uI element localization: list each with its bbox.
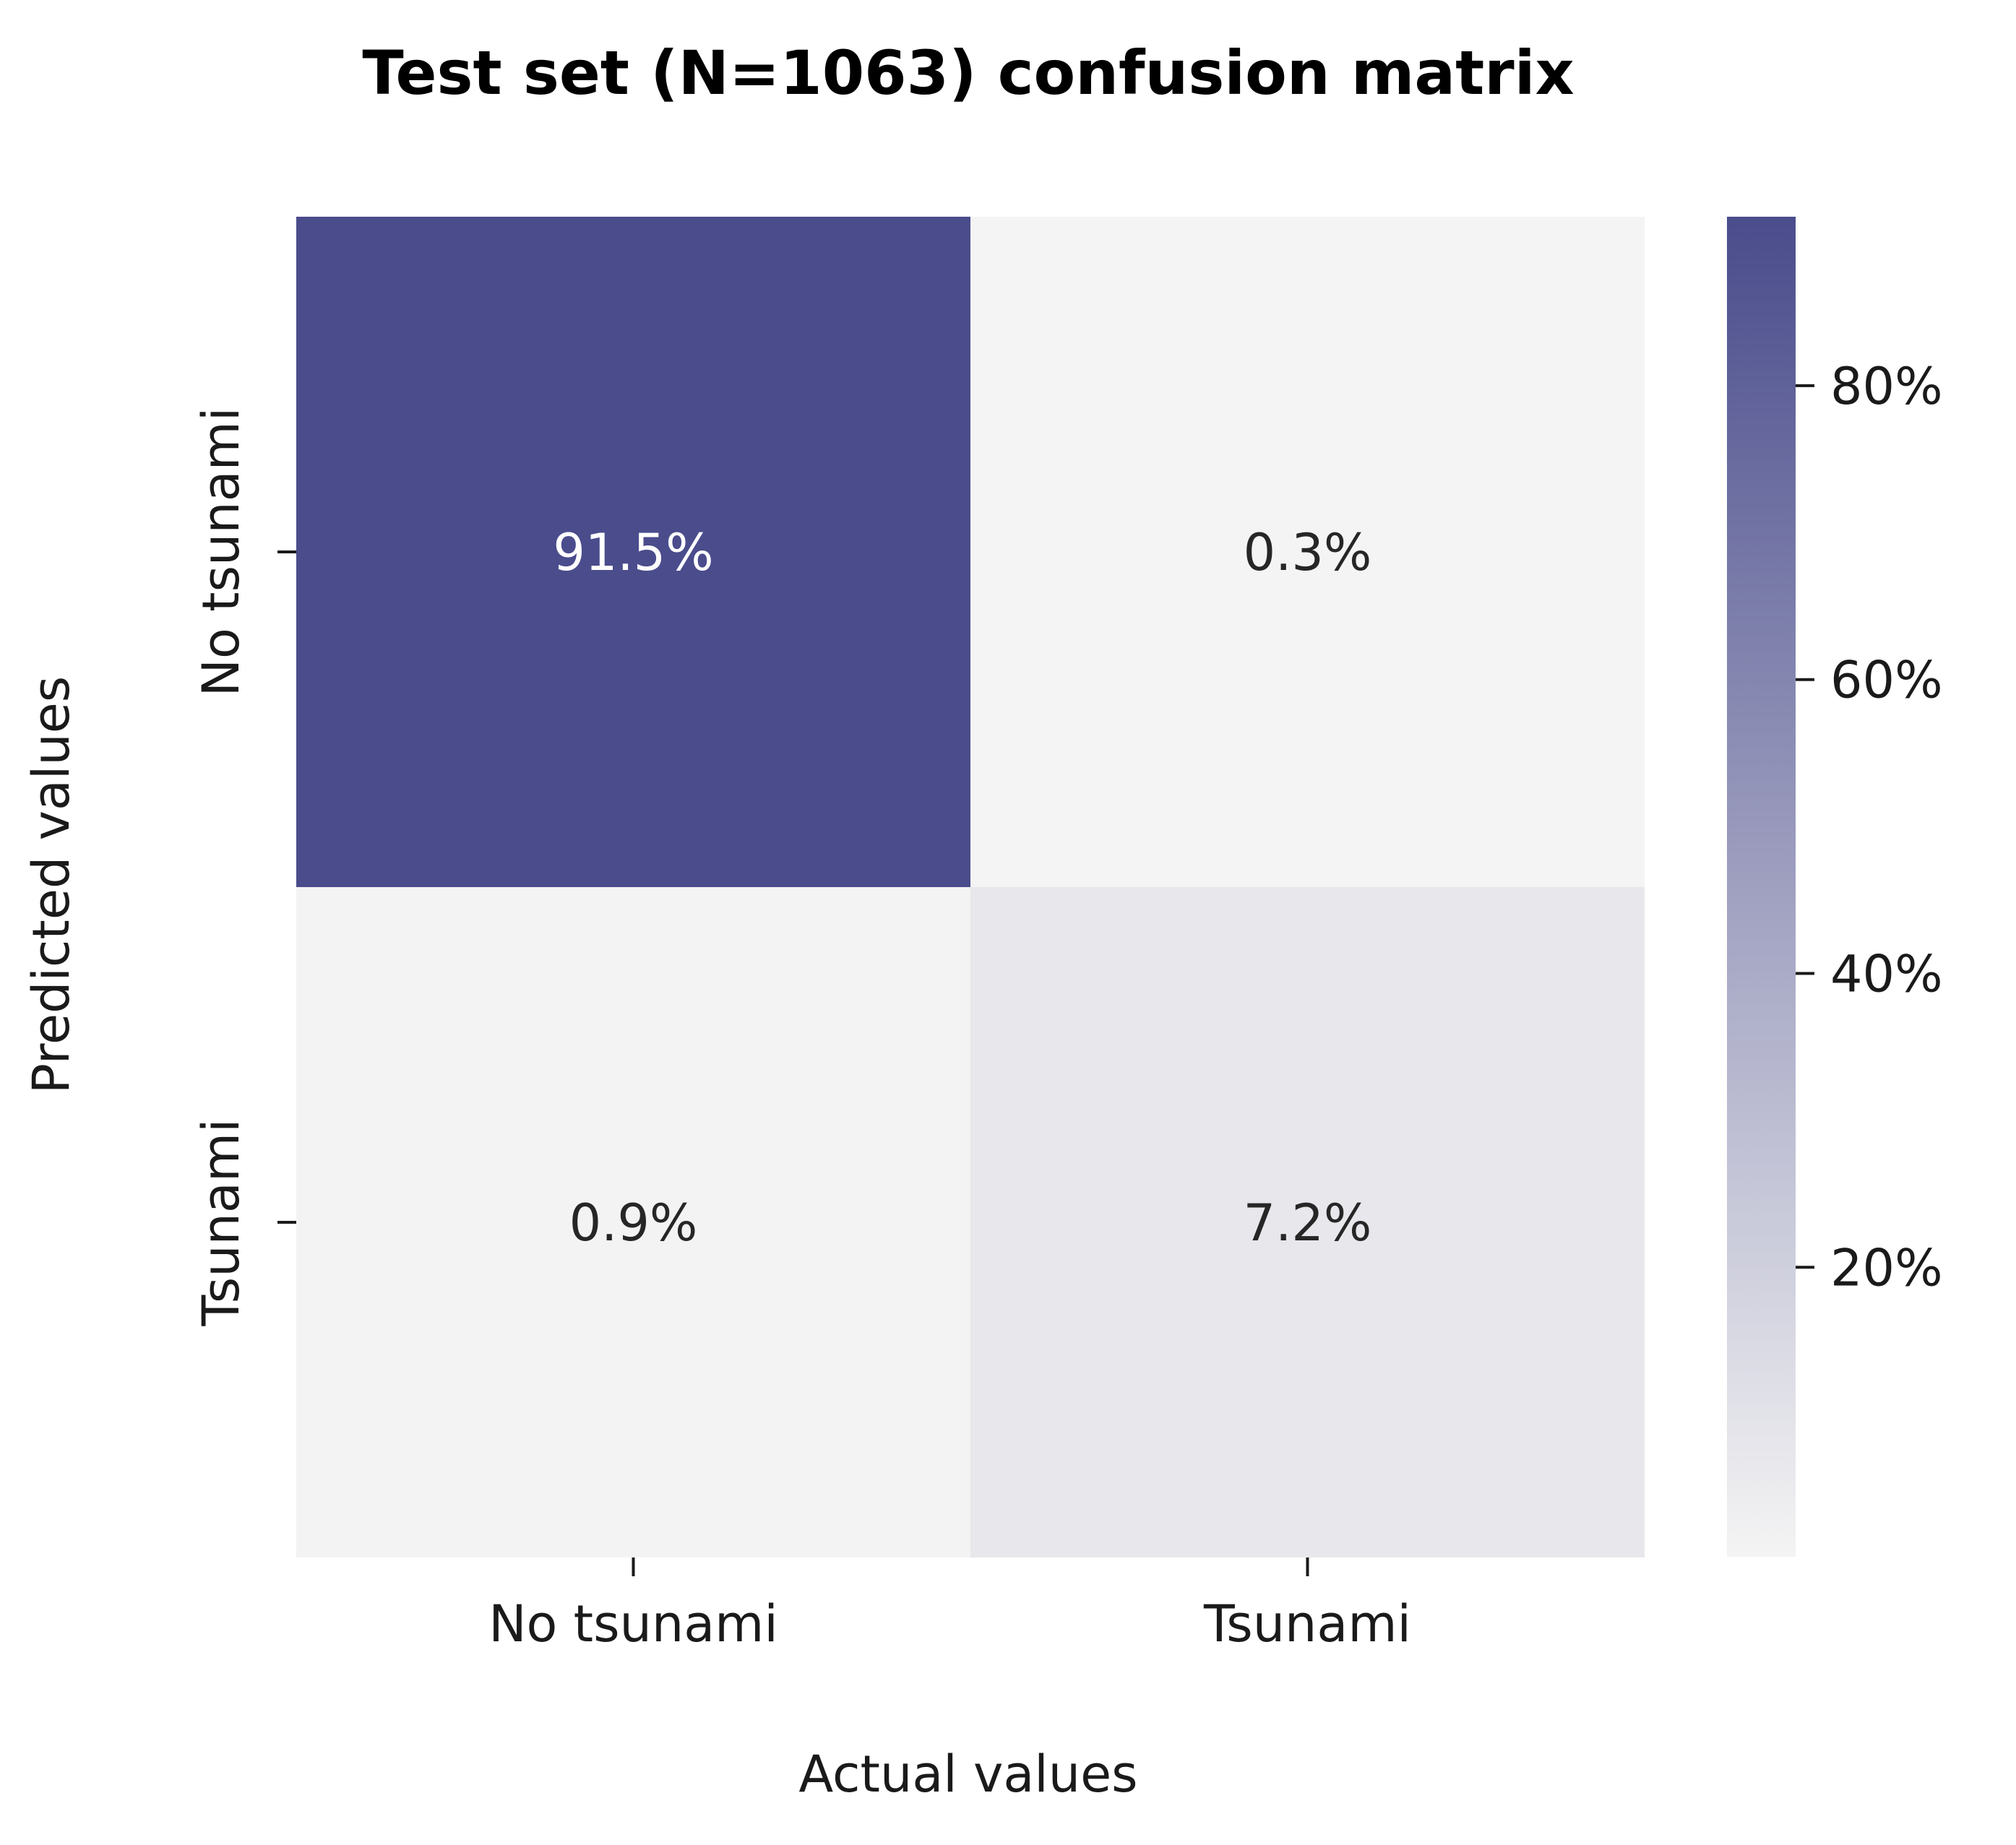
y-axis-label: Predicted values <box>22 676 81 1094</box>
cell-value-label: 91.5% <box>553 523 713 582</box>
heatmap-cell-labels: 91.5% 0.3% 0.9% 7.2% <box>553 523 1371 1253</box>
heatmap-cell <box>970 887 1645 1557</box>
heatmap-cell <box>970 217 1645 887</box>
colorbar-tick-label: 40% <box>1830 945 1943 1004</box>
cell-value-label: 0.3% <box>1244 523 1372 582</box>
x-tick-label: No tsunami <box>488 1594 778 1654</box>
colorbar-ticks: 20% 40% 60% 80% <box>1796 357 1943 1297</box>
colorbar-tick-label: 80% <box>1830 357 1943 416</box>
x-tick-label: Tsunami <box>1203 1594 1411 1654</box>
y-axis-ticks: No tsunami Tsunami <box>191 407 296 1327</box>
heatmap-cell <box>296 887 970 1557</box>
y-tick-label: Tsunami <box>191 1119 251 1327</box>
heatmap-cells <box>296 217 1645 1557</box>
cell-value-label: 0.9% <box>569 1193 698 1253</box>
chart-title: Test set (N=1063) confusion matrix <box>362 38 1574 108</box>
colorbar-tick-label: 20% <box>1830 1238 1943 1297</box>
colorbar-tick-label: 60% <box>1830 651 1943 710</box>
colorbar <box>1727 217 1796 1557</box>
heatmap-cell <box>296 217 970 887</box>
x-axis-label: Actual values <box>798 1745 1137 1804</box>
x-axis-ticks: No tsunami Tsunami <box>488 1557 1411 1654</box>
y-tick-label: No tsunami <box>191 407 251 697</box>
cell-value-label: 7.2% <box>1244 1193 1372 1253</box>
